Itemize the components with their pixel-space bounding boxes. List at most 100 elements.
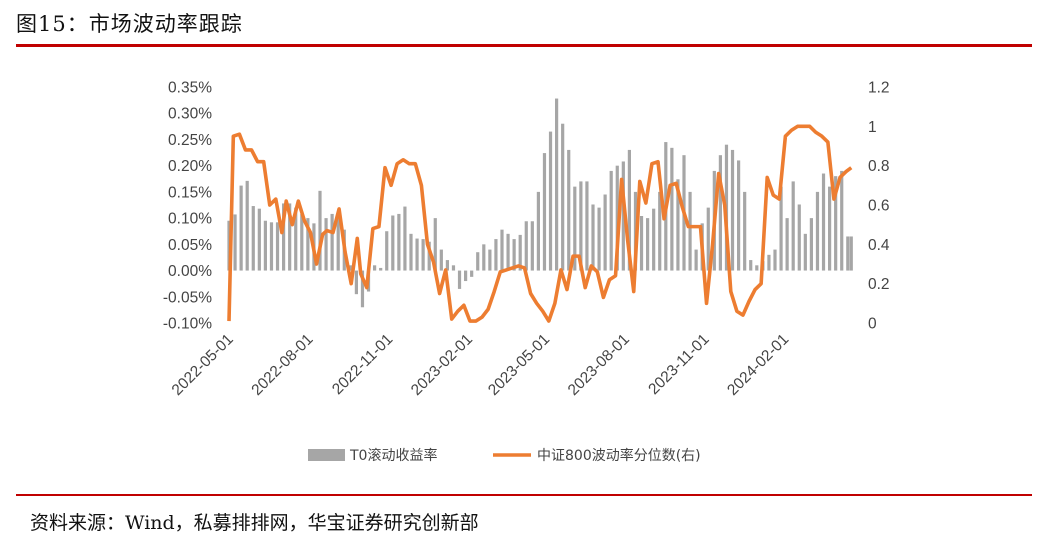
bar (561, 123, 565, 271)
bar (821, 173, 826, 271)
bar (621, 161, 625, 271)
bar (318, 190, 322, 271)
bar (512, 239, 516, 271)
bar (409, 233, 413, 271)
right-tick-label: 0.4 (868, 237, 890, 254)
bar (676, 179, 680, 271)
bar (391, 215, 395, 271)
bar (488, 249, 492, 271)
bar (330, 213, 334, 271)
bar (791, 181, 795, 271)
bar (718, 155, 722, 271)
left-tick-label: 0.20% (168, 158, 212, 175)
x-tick-label: 2022-05-01 (169, 331, 237, 399)
bar (627, 149, 631, 271)
bar (840, 170, 844, 271)
left-tick-label: 0.00% (168, 263, 212, 280)
bar (476, 252, 480, 271)
bar (427, 241, 431, 271)
bar (464, 270, 468, 282)
bar (694, 249, 698, 271)
right-tick-label: 0.6 (868, 198, 890, 215)
bar (749, 260, 753, 271)
bar (542, 153, 547, 271)
bar (797, 204, 801, 271)
left-tick-label: -0.05% (163, 289, 212, 306)
legend-bar-label: T0滚动收益率 (349, 447, 437, 464)
bar (257, 208, 261, 271)
bar (737, 160, 741, 271)
bar (233, 214, 237, 271)
bar (597, 207, 601, 271)
figure-title: 图15：市场波动率跟踪 (16, 12, 243, 36)
left-tick-label: 0.30% (168, 106, 212, 123)
x-tick-label: 2023-08-01 (565, 331, 633, 399)
bar (809, 218, 813, 271)
bar (421, 239, 425, 271)
x-tick-label: 2024-02-01 (724, 331, 792, 399)
bar (306, 218, 310, 271)
bar (849, 236, 853, 271)
bar (470, 270, 474, 277)
bar (324, 218, 328, 271)
bar (494, 239, 498, 271)
legend: T0滚动收益率 中证800波动率分位数(右) (308, 447, 701, 464)
left-tick-label: 0.05% (168, 237, 212, 254)
bar (251, 206, 255, 271)
bar (846, 236, 850, 271)
bar (688, 191, 692, 271)
x-tick-label: 2023-05-01 (485, 331, 553, 399)
bar (779, 186, 783, 271)
bar (433, 218, 437, 271)
bar (803, 233, 807, 271)
bar (263, 220, 267, 271)
legend-line-label: 中证800波动率分位数(右) (537, 447, 701, 464)
bar (524, 221, 528, 271)
bar (300, 213, 304, 271)
line-series (227, 124, 853, 323)
bar (743, 191, 747, 271)
bar (639, 216, 644, 271)
right-tick-label: 0.2 (868, 276, 890, 293)
bar (336, 218, 340, 271)
bar (706, 207, 710, 271)
bar (275, 222, 280, 271)
bar (403, 206, 407, 271)
volatility-chart: 0.35% 0.30% 0.25% 0.20% 0.15% 0.10% 0.05% 0.00%… (163, 80, 890, 465)
bar (239, 185, 243, 271)
bar (609, 170, 613, 271)
bar (658, 191, 662, 271)
bar (360, 270, 365, 308)
legend-bar-swatch (308, 449, 345, 461)
right-tick-label: 1.2 (868, 80, 890, 97)
bar (245, 180, 249, 271)
bar (567, 149, 571, 271)
bar (536, 191, 540, 271)
bar (294, 207, 298, 271)
source-note: 资料来源：Wind，私募排排网，华宝证券研究创新部 (30, 512, 479, 534)
bar (652, 208, 656, 271)
x-tick-label: 2023-02-01 (408, 331, 476, 399)
bar (451, 265, 456, 271)
left-tick-label: 0.15% (168, 184, 212, 201)
left-tick-label: -0.10% (163, 316, 212, 333)
bar (730, 149, 735, 271)
bar (573, 186, 577, 271)
top-rule (16, 44, 1032, 47)
bottom-rule (16, 494, 1032, 496)
x-tick-label: 2022-11-01 (329, 331, 396, 398)
bar (585, 181, 589, 271)
bar (373, 265, 377, 271)
left-tick-label: 0.25% (168, 132, 212, 149)
bar (500, 229, 504, 271)
right-tick-label: 1 (868, 119, 877, 136)
left-tick-label: 0.10% (168, 211, 212, 228)
bar (397, 213, 401, 271)
x-tick-label: 2023-11-01 (645, 331, 712, 398)
bar (591, 204, 595, 271)
bar (548, 131, 553, 271)
bar (579, 181, 583, 271)
bar (518, 234, 522, 271)
bar (482, 244, 486, 271)
bar (269, 222, 274, 271)
